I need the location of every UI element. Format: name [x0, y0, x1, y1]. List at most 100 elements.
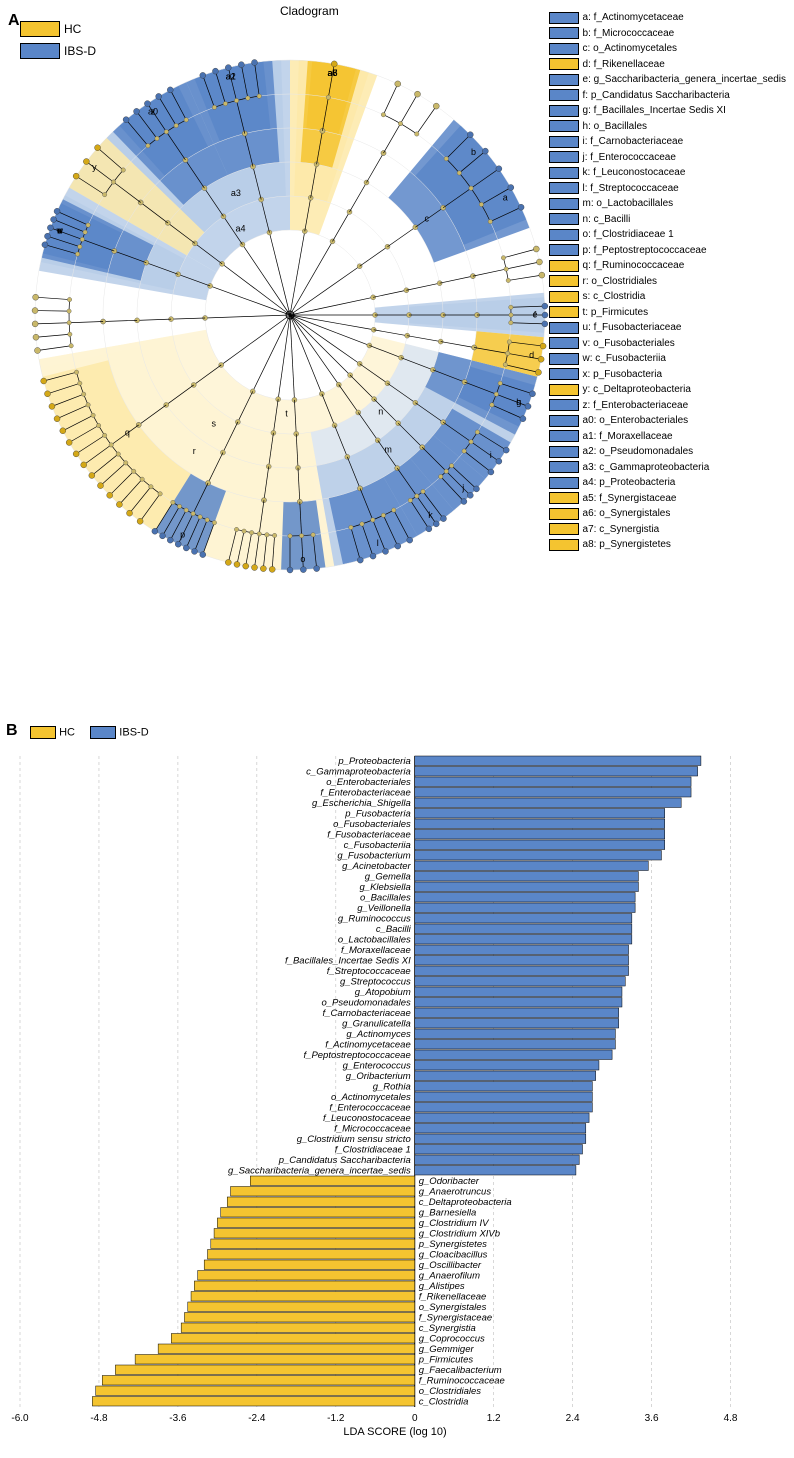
taxa-swatch-a5 [549, 492, 579, 504]
taxa-label-a4: a4: p_Proteobacteria [583, 475, 676, 491]
bar-label-o_Fusobacteriales: o_Fusobacteriales [333, 819, 411, 830]
taxa-legend-p: p: f_Peptostreptococcaceae [549, 243, 786, 259]
bar-c_Gammaproteobacteria [415, 767, 698, 777]
cladogram-svg: tsa4nra3mxa8cqwa7a0a2yfhvla6eza1bapugijk… [30, 25, 550, 585]
taxa-swatch-a7 [549, 523, 579, 535]
bar-g_Atopobium [415, 987, 622, 997]
bar-g_Veillonella [415, 903, 635, 913]
taxa-legend-e: e: g_Saccharibacteria_genera_incertae_se… [549, 72, 786, 88]
bar-g_Saccharibacteria_genera_incertae_sedis [415, 1166, 576, 1176]
bar-label-g_Anaerotruncus: g_Anaerotruncus [419, 1187, 492, 1198]
taxa-legend-a5: a5: f_Synergistaceae [549, 491, 786, 507]
taxa-label-a3: a3: c_Gammaproteobacteria [583, 460, 710, 476]
bar-label-f_Micrococcaceae: f_Micrococcaceae [334, 1124, 411, 1135]
taxa-swatch-a4 [549, 477, 579, 489]
bar-label-g_Clostridium sensu stricto: g_Clostridium sensu stricto [297, 1134, 411, 1145]
bar-label-o_Enterobacteriales: o_Enterobacteriales [326, 777, 411, 788]
bar-label-g_Rothia: g_Rothia [373, 1082, 411, 1093]
bar-label-g_Streptococcus: g_Streptococcus [340, 977, 411, 988]
taxa-swatch-w [549, 353, 579, 365]
bar-f_Synergistaceae [184, 1313, 414, 1323]
bar-label-c_Gammaproteobacteria: c_Gammaproteobacteria [306, 767, 411, 778]
taxa-label-z: z: f_Enterobacteriaceae [583, 398, 689, 414]
bar-g_Streptococcus [415, 977, 626, 987]
taxa-swatch-a8 [549, 539, 579, 551]
panel-a-label: A [8, 12, 20, 30]
bar-label-f_Synergistaceae: f_Synergistaceae [419, 1313, 492, 1324]
taxa-legend-a4: a4: p_Proteobacteria [549, 475, 786, 491]
taxa-label-w: w: c_Fusobacteriia [583, 351, 666, 367]
taxa-swatch-t [549, 306, 579, 318]
taxa-legend-x: x: p_Fusobacteria [549, 367, 786, 383]
bar-label-c_Synergistia: c_Synergistia [419, 1323, 476, 1334]
bar-g_Escherichia_Shigella [415, 798, 681, 808]
taxa-label-s: s: c_Clostridia [583, 289, 646, 305]
bar-o_Synergistales [188, 1302, 415, 1312]
taxa-legend-a0: a0: o_Enterobacteriales [549, 413, 786, 429]
taxa-legend-f: f: p_Candidatus Saccharibacteria [549, 88, 786, 104]
bar-label-f_Rikenellaceae: f_Rikenellaceae [419, 1292, 487, 1303]
bar-g_Coprococcus [171, 1334, 414, 1344]
taxa-legend-j: j: f_Enterococcaceae [549, 150, 786, 166]
bar-p_Synergistetes [211, 1239, 415, 1249]
xtick--4.8: -4.8 [90, 1413, 108, 1424]
taxa-label-y: y: c_Deltaproteobacteria [583, 382, 691, 398]
taxa-label-t: t: p_Firmicutes [583, 305, 649, 321]
taxa-legend-r: r: o_Clostridiales [549, 274, 786, 290]
bar-label-o_Pseudomonadales: o_Pseudomonadales [321, 998, 411, 1009]
taxa-swatch-p [549, 244, 579, 256]
bar-label-g_Ruminococcus: g_Ruminococcus [338, 914, 411, 925]
bar-g_Clostridium XIVb [214, 1229, 415, 1239]
wedge-label-g: g [516, 397, 521, 407]
wedge-label-q: q [125, 428, 130, 438]
bar-g_Oscillibacter [204, 1260, 415, 1270]
taxa-legend-l: l: f_Streptococcaceae [549, 181, 786, 197]
bar-label-g_Acinetobacter: g_Acinetobacter [342, 861, 411, 872]
legend-b-ibsd-label: IBS-D [119, 726, 148, 738]
taxa-legend-u: u: f_Fusobacteriaceae [549, 320, 786, 336]
bar-label-p_Candidatus Saccharibacteria: p_Candidatus Saccharibacteria [278, 1155, 411, 1166]
taxa-label-a6: a6: o_Synergistales [583, 506, 671, 522]
taxa-swatch-h [549, 120, 579, 132]
wedge-label-a1: a1 [226, 72, 236, 82]
bar-g_Actinomyces [415, 1029, 616, 1039]
bar-g_Granulicatella [415, 1019, 619, 1029]
taxa-swatch-c [549, 43, 579, 55]
bar-f_Leuconostocaceae [415, 1113, 589, 1123]
bar-label-f_Fusobacteriaceae: f_Fusobacteriaceae [327, 830, 410, 841]
xtick--6: -6.0 [11, 1413, 29, 1424]
wedge-label-s: s [211, 418, 216, 428]
taxa-legend-c: c: o_Actinomycetales [549, 41, 786, 57]
bar-label-f_Actinomycetaceae: f_Actinomycetaceae [325, 1040, 411, 1051]
bar-label-f_Enterococcaceae: f_Enterococcaceae [329, 1103, 410, 1114]
taxa-label-n: n: c_Bacilli [583, 212, 631, 228]
bar-f_Fusobacteriaceae [415, 830, 665, 840]
wedge-label-a4: a4 [235, 224, 245, 234]
panel-b-legend: HC IBS-D [30, 726, 149, 739]
bar-o_Lactobacillales [415, 935, 632, 945]
taxa-swatch-m [549, 198, 579, 210]
taxa-legend-d: d: f_Rikenellaceae [549, 57, 786, 73]
taxa-label-o: o: f_Clostridiaceae 1 [583, 227, 674, 243]
panel-b-label: B [6, 722, 18, 740]
bar-label-g_Cloacibacillus: g_Cloacibacillus [419, 1250, 488, 1261]
taxa-swatch-a [549, 12, 579, 24]
taxa-swatch-i [549, 136, 579, 148]
bar-label-f_Clostridiaceae 1: f_Clostridiaceae 1 [335, 1145, 411, 1156]
bar-o_Fusobacteriales [415, 819, 665, 829]
bar-label-g_Gemmiger: g_Gemmiger [419, 1344, 475, 1355]
taxa-legend-z: z: f_Enterobacteriaceae [549, 398, 786, 414]
bar-label-p_Firmicutes: p_Firmicutes [418, 1355, 474, 1366]
taxa-label-a7: a7: c_Synergistia [583, 522, 660, 538]
wedge-label-o: o [300, 554, 305, 564]
wedge-label-b: b [471, 147, 476, 157]
bar-label-g_Fusobacterium: g_Fusobacterium [337, 851, 410, 862]
taxa-label-a2: a2: o_Pseudomonadales [583, 444, 694, 460]
bar-f_Moraxellaceae [415, 945, 629, 955]
taxa-swatch-k [549, 167, 579, 179]
taxa-swatch-l [549, 182, 579, 194]
bar-label-o_Actinomycetales: o_Actinomycetales [331, 1092, 411, 1103]
bar-label-f_Enterobacteriaceae: f_Enterobacteriaceae [320, 788, 410, 799]
bar-c_Clostridia [92, 1397, 414, 1407]
bar-label-o_Synergistales: o_Synergistales [419, 1302, 487, 1313]
